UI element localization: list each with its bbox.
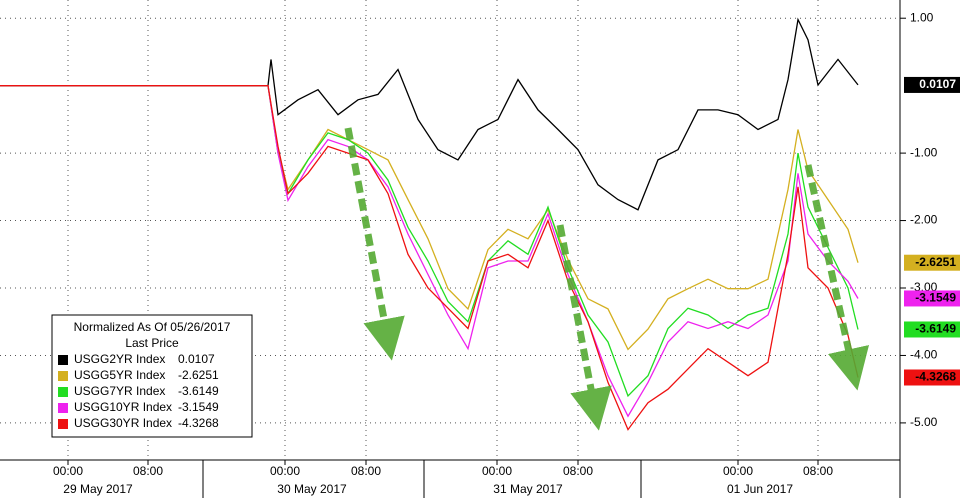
x-tick-label: 00:00 [53,464,83,478]
arrow [556,224,612,431]
y-tick-label: -4.00 [910,348,938,362]
legend-value: -4.3268 [178,416,219,430]
x-tick-label: 00:00 [723,464,753,478]
legend-subtitle: Last Price [125,336,179,350]
legend-swatch [58,355,68,365]
last-price-label: -4.3268 [915,370,956,384]
last-price-label: 0.0107 [919,77,956,91]
date-label: 30 May 2017 [277,482,347,496]
legend-value: -3.1549 [178,400,219,414]
legend-swatch [58,371,68,381]
legend-swatch [58,403,68,413]
x-tick-label: 08:00 [351,464,381,478]
y-tick-label: -5.00 [910,415,938,429]
legend-label: USGG5YR Index [74,368,165,382]
last-price-box [904,254,960,271]
last-price-label: -2.6251 [915,255,956,269]
y-tick-label: -1.00 [910,145,938,159]
legend-value: 0.0107 [178,352,215,366]
series-line [0,85,859,431]
x-tick-label: 08:00 [133,464,163,478]
trend-arrows [344,127,870,431]
legend-box [51,314,253,438]
x-tick-label: 08:00 [803,464,833,478]
x-tick-label: 00:00 [270,464,300,478]
legend-value: -2.6251 [178,368,219,382]
last-price-box [904,290,960,307]
legend-label: USGG30YR Index [74,416,172,430]
date-label: 01 Jun 2017 [727,482,793,496]
y-tick-label: 1.00 [910,10,934,24]
legend: Normalized As Of 05/26/2017 Last Price [51,314,253,438]
date-label: 29 May 2017 [63,482,133,496]
legend-label: USGG10YR Index [74,400,172,414]
series-line [0,17,859,211]
y-tick-label: -2.00 [910,213,938,227]
legend-title: Normalized As Of 05/26/2017 [74,320,231,334]
arrow [804,164,870,391]
last-price-box [904,76,960,93]
last-price-box [904,321,960,338]
legend-value: -3.6149 [178,384,219,398]
date-label: 31 May 2017 [493,482,563,496]
legend-swatch [58,387,68,397]
series-line [267,85,859,351]
x-tick-label: 08:00 [563,464,593,478]
series-line [267,85,859,398]
last-price-box [904,369,960,386]
legend-label: USGG2YR Index [74,352,165,366]
x-tick-label: 00:00 [482,464,512,478]
last-price-label: -3.1549 [915,291,956,305]
legend-swatch [58,419,68,429]
legend-label: USGG7YR Index [74,384,165,398]
last-price-label: -3.6149 [915,322,956,336]
